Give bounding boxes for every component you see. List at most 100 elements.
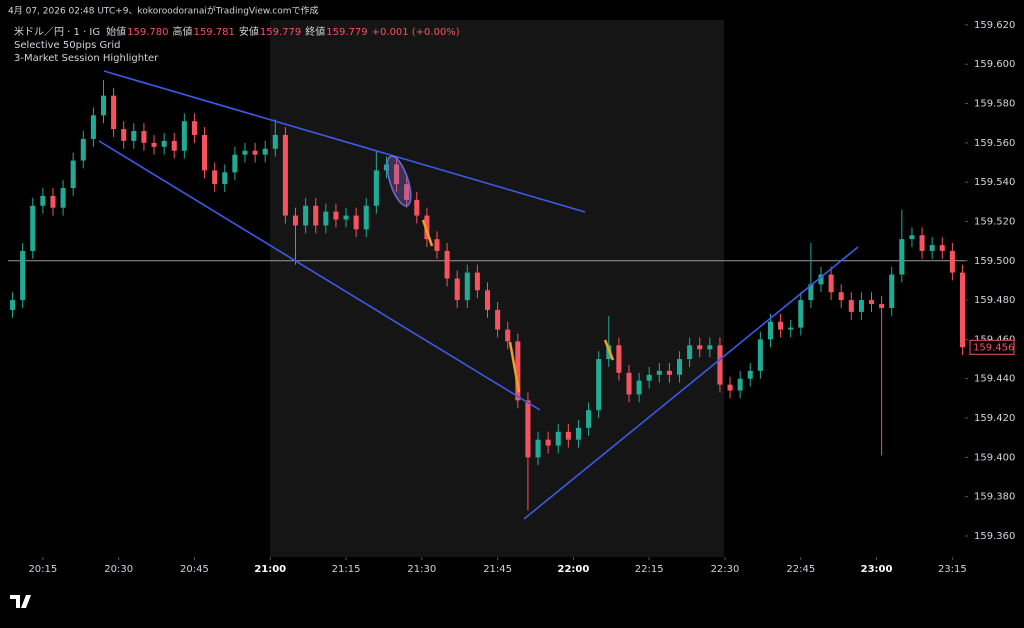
candle-body — [707, 345, 713, 350]
y-tick-label: 159.620 — [974, 20, 1015, 31]
candle-body — [949, 250, 955, 273]
candle-body — [353, 215, 359, 230]
candle-body — [636, 380, 642, 395]
ohlc-value: 159.779 — [260, 27, 301, 38]
candle-body — [676, 359, 683, 375]
candle-body — [737, 378, 743, 391]
x-tick-label: 23:15 — [938, 564, 967, 575]
candle-body — [151, 142, 157, 147]
candle-body — [767, 321, 773, 340]
candle-body — [515, 341, 521, 401]
y-tick-label: 159.420 — [974, 413, 1015, 424]
indicator: Selective 50pips Grid — [14, 40, 120, 51]
candle-body — [848, 300, 854, 312]
last-price-label: 159.456 — [973, 342, 1014, 353]
candle-body — [757, 339, 763, 371]
candle-body — [858, 300, 864, 312]
candle-body — [909, 235, 915, 240]
x-tick-label: 22:30 — [711, 564, 740, 575]
candle-body — [323, 211, 329, 226]
candle-body — [444, 250, 450, 279]
candle-body — [889, 274, 895, 308]
candle-body — [40, 195, 46, 206]
candle-body — [50, 195, 56, 208]
y-tick-label: 159.500 — [974, 256, 1015, 267]
x-tick-label: 21:15 — [332, 564, 361, 575]
candle-body — [141, 131, 147, 143]
x-tick-label: 22:00 — [557, 564, 589, 575]
candle-body — [727, 384, 733, 391]
candle-body — [232, 154, 238, 173]
y-tick-label: 159.480 — [974, 295, 1015, 306]
marker — [603, 339, 615, 361]
candle-body — [202, 134, 208, 171]
y-tick-label: 159.520 — [974, 216, 1015, 227]
candle-body — [929, 245, 935, 251]
candle-body — [414, 199, 420, 216]
plot-area — [8, 79, 965, 511]
candle-body — [656, 370, 662, 375]
ohlc-label: 終値 — [305, 25, 325, 38]
candle-body — [212, 170, 218, 185]
candle-body — [899, 239, 905, 275]
candle-body — [80, 138, 86, 161]
candle-body — [363, 205, 369, 230]
candle-body — [252, 150, 258, 155]
legend: 米ドル／円 · 1 · IG 始値 159.780 高値 159.781 安値 159.7… — [14, 25, 460, 38]
ohlc-value: 159.779 — [326, 27, 367, 38]
candle-body — [616, 345, 622, 373]
candle-body — [717, 345, 723, 385]
candle-body — [919, 235, 925, 251]
candle-body — [838, 292, 844, 301]
candle-body — [272, 134, 278, 149]
candle-body — [464, 272, 470, 301]
x-tick-label: 21:00 — [254, 564, 286, 575]
trend-line — [523, 246, 859, 520]
candle-body — [555, 431, 561, 446]
candle-body — [474, 272, 480, 291]
symbol: 米ドル／円 · 1 · IG — [14, 25, 100, 38]
logo — [10, 595, 31, 608]
x-tick-label: 20:15 — [28, 564, 57, 575]
candle-body — [778, 321, 784, 330]
x-tick-label: 20:30 — [104, 564, 133, 575]
y-tick-label: 159.360 — [974, 531, 1015, 542]
candle-body — [586, 410, 592, 428]
session-highlight — [270, 20, 724, 557]
candle-body — [262, 148, 268, 155]
candle-body — [10, 300, 16, 310]
candle-body — [292, 215, 299, 226]
ohlc-label: 高値 — [173, 25, 193, 38]
candle-body — [242, 150, 248, 155]
candle-body — [939, 245, 945, 251]
marker — [421, 219, 434, 247]
logo-icon — [10, 595, 31, 608]
y-tick-label: 159.540 — [974, 177, 1015, 188]
candle-body — [454, 278, 460, 301]
candle-body — [100, 95, 107, 116]
candle-body — [404, 184, 410, 200]
candle-body — [687, 345, 693, 360]
candle-body — [282, 134, 288, 216]
candle-body — [525, 400, 531, 458]
y-tick-label: 159.400 — [974, 452, 1015, 463]
candle-body — [333, 211, 339, 220]
candle-body — [484, 290, 491, 310]
x-tick-label: 21:30 — [407, 564, 436, 575]
candle-body — [545, 439, 551, 446]
x-tick-label: 22:45 — [786, 564, 815, 575]
marker — [508, 341, 521, 393]
candle-body — [626, 372, 632, 395]
ohlc-value: 159.781 — [194, 27, 235, 38]
candle-body — [596, 359, 602, 411]
ohlc-label: 始値 — [106, 25, 126, 38]
indicator: 3-Market Session Highlighter — [14, 53, 159, 64]
candle-body — [666, 370, 672, 375]
candle-body — [747, 370, 753, 379]
candle-body — [20, 250, 26, 301]
candle-body — [121, 129, 127, 141]
ohlc-label: 安値 — [239, 25, 259, 38]
candle-body — [697, 345, 703, 350]
x-tick-label: 23:00 — [861, 564, 893, 575]
